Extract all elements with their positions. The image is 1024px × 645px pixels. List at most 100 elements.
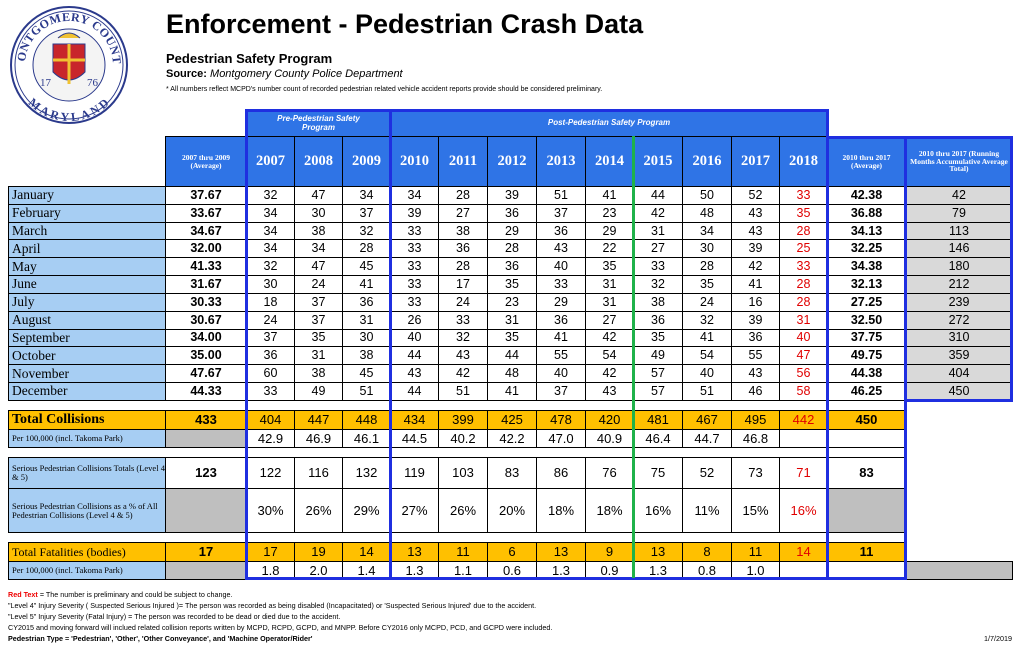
cell: 16 [731, 292, 780, 312]
cell [779, 561, 828, 580]
cell: 55 [536, 346, 586, 366]
cell: 56 [779, 364, 828, 384]
cell: 34.67 [165, 221, 247, 241]
cell: 37 [294, 310, 343, 330]
cell: 33 [779, 186, 828, 205]
cell: 448 [342, 410, 391, 430]
cell: 27% [390, 488, 439, 533]
cell: 2.0 [294, 561, 343, 580]
group-header: Pre-Pedestrian Safety Program [246, 110, 391, 137]
footnote-text: = The number is preliminary and could be… [39, 590, 233, 599]
cell: 11 [438, 542, 488, 562]
row-label: December [8, 382, 166, 401]
cell: 28 [487, 239, 537, 259]
cell: 39 [731, 310, 780, 330]
cell: 33 [390, 239, 439, 259]
cell: 41 [342, 275, 391, 294]
cell: 17 [438, 275, 488, 294]
cell: 24 [438, 292, 488, 312]
row-label: November [8, 364, 166, 384]
row-label: Per 100,000 (incl. Takoma Park) [8, 561, 166, 580]
cell: 30 [342, 328, 391, 348]
cell: 122 [246, 457, 295, 489]
cell: 41 [585, 186, 634, 205]
cell: 31 [779, 310, 828, 330]
cell: 36 [731, 328, 780, 348]
cell: 40.2 [438, 429, 488, 448]
cell: 495 [731, 410, 780, 430]
cell: 52 [731, 186, 780, 205]
cell: 32 [682, 310, 732, 330]
cell: 32 [633, 275, 683, 294]
cell: 58 [779, 382, 828, 401]
cell: 450 [827, 410, 906, 430]
cell: 425 [487, 410, 537, 430]
cell: 16% [633, 488, 683, 533]
cell: 44.33 [165, 382, 247, 401]
column-header: 2017 [731, 136, 780, 187]
row-label: Total Collisions [8, 410, 166, 430]
cell: 38 [294, 221, 343, 241]
cell: 22 [585, 239, 634, 259]
cell: 272 [905, 310, 1013, 330]
cell: 47 [294, 186, 343, 205]
cell: 28 [682, 257, 732, 277]
cell: 44 [390, 346, 439, 366]
cell: 17 [246, 542, 295, 562]
cell: 79 [905, 203, 1013, 223]
cell: 39 [731, 239, 780, 259]
cell: 54 [585, 346, 634, 366]
cell: 123 [165, 457, 247, 489]
cell: 41 [731, 275, 780, 294]
cell: 27 [438, 203, 488, 223]
cell: 14 [342, 542, 391, 562]
cell: 34 [246, 221, 295, 241]
cell: 23 [585, 203, 634, 223]
cell: 20% [487, 488, 537, 533]
cell: 37.75 [827, 328, 906, 348]
cell: 28 [779, 221, 828, 241]
column-header: 2011 [438, 136, 488, 187]
cell: 47.0 [536, 429, 586, 448]
cell: 39 [487, 186, 537, 205]
cell: 1.8 [246, 561, 295, 580]
cell: 75 [633, 457, 683, 489]
cell: 43 [731, 221, 780, 241]
cell: 41.33 [165, 257, 247, 277]
cell: 42 [731, 257, 780, 277]
footnote: "Level 5" Injury Severity (Fatal Injury)… [8, 612, 341, 621]
cell: 119 [390, 457, 439, 489]
cell: 35 [779, 203, 828, 223]
cell: 32 [246, 257, 295, 277]
cell: 34.13 [827, 221, 906, 241]
cell: 34.38 [827, 257, 906, 277]
cell: 146 [905, 239, 1013, 259]
cell: 24 [246, 310, 295, 330]
cell: 54 [682, 346, 732, 366]
cell: 13 [390, 542, 439, 562]
cell: 132 [342, 457, 391, 489]
row-label: Per 100,000 (incl. Takoma Park) [8, 429, 166, 448]
cell: 37 [536, 382, 586, 401]
cell: 32.25 [827, 239, 906, 259]
cell: 39 [390, 203, 439, 223]
cell: 29% [342, 488, 391, 533]
cell: 18% [585, 488, 634, 533]
seal-year-right: 76 [87, 77, 99, 89]
column-header: 2010 thru 2017 (Running Months Accumulat… [905, 136, 1013, 187]
cell: 35 [633, 328, 683, 348]
cell: 6 [487, 542, 537, 562]
cell: 38 [633, 292, 683, 312]
row-label: Serious Pedestrian Collisions Totals (Le… [8, 457, 166, 489]
cell: 33 [633, 257, 683, 277]
cell: 55 [731, 346, 780, 366]
cell: 33 [536, 275, 586, 294]
column-header: 2008 [294, 136, 343, 187]
cell: 450 [905, 382, 1013, 401]
cell: 44.38 [827, 364, 906, 384]
cell: 17 [165, 542, 247, 562]
cell: 359 [905, 346, 1013, 366]
cell: 31 [342, 310, 391, 330]
cell [165, 561, 247, 580]
cell: 23 [487, 292, 537, 312]
